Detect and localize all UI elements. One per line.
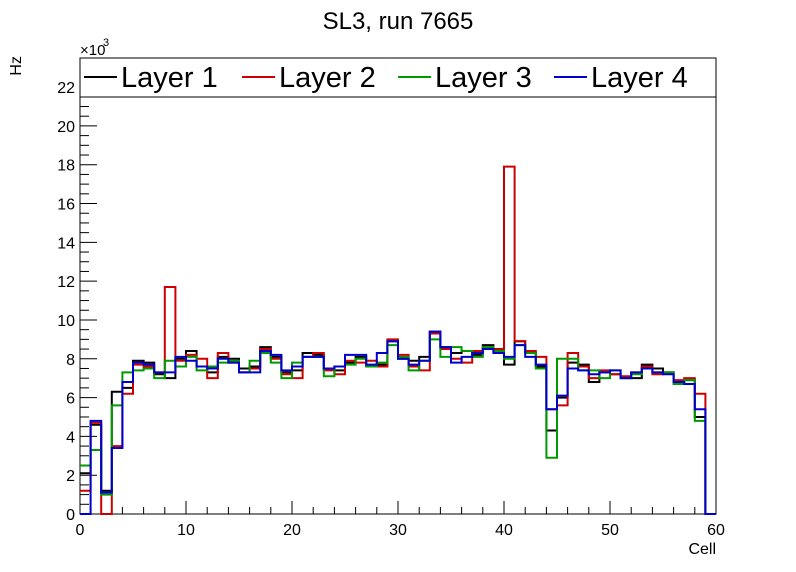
y-tick-label: 18	[57, 158, 75, 175]
chart-title: SL3, run 7665	[323, 8, 474, 35]
x-tick-label: 40	[495, 522, 513, 539]
y-tick-label: 0	[66, 507, 75, 524]
legend-entry-label: Layer 3	[435, 62, 532, 94]
y-tick-label: 16	[57, 197, 75, 214]
x-tick-label: 30	[389, 522, 407, 539]
y-tick-label: 8	[66, 352, 75, 369]
y-tick-label: 4	[66, 429, 75, 446]
y-tick-label: 2	[66, 468, 75, 485]
y-axis-label-group: Hz	[8, 56, 25, 76]
x-axis: 0 10 20 30 40 50 60	[76, 501, 725, 539]
series-line-layer-4	[80, 330, 716, 515]
y-tick-label: 14	[57, 235, 75, 252]
series-line-layer-3	[80, 338, 716, 515]
y-tick-label: 10	[57, 313, 75, 330]
x-tick-label: 10	[177, 522, 195, 539]
x-tick-label: 50	[601, 522, 619, 539]
x-axis-label: Cell	[688, 541, 716, 558]
legend-entry-label: Layer 1	[121, 62, 218, 94]
x-tick-label: 20	[283, 522, 301, 539]
y-axis: 0 2 4 6 8 10 12 14 16 18 20 22	[57, 57, 97, 524]
y-exponent-power: 3	[103, 37, 109, 49]
x-tick-label: 60	[707, 522, 725, 539]
y-axis-label: Hz	[8, 56, 25, 76]
y-tick-label: 12	[57, 274, 75, 291]
y-tick-label: 6	[66, 391, 75, 408]
y-exponent-base: ×10	[80, 42, 105, 59]
x-tick-label: 0	[76, 522, 85, 539]
legend-entry-label: Layer 4	[591, 62, 688, 94]
y-tick-label: 20	[57, 119, 75, 136]
legend: Layer 1 Layer 2 Layer 3 Layer 4	[79, 57, 717, 98]
y-exponent: ×10 3	[80, 37, 109, 59]
y-tick-label: 22	[57, 80, 75, 97]
series-lines	[80, 165, 716, 515]
legend-entry-label: Layer 2	[279, 62, 376, 94]
